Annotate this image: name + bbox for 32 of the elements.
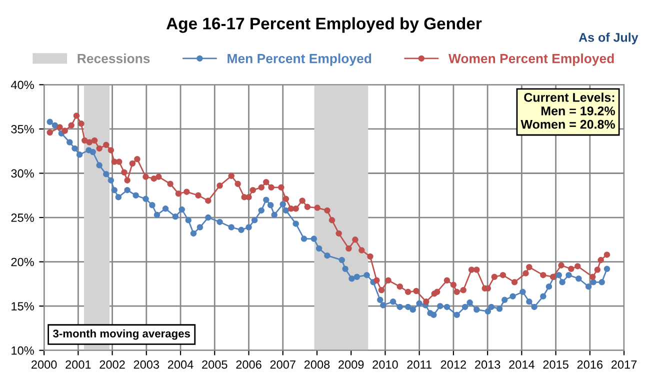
text: As of July	[578, 32, 638, 44]
x-tick-label: 2009	[338, 360, 364, 369]
x-tick-label: 2000	[32, 360, 57, 369]
x-tick-label: 2011	[407, 360, 432, 369]
legend-label: Men Percent Employed	[228, 54, 372, 66]
x-tick-label: 2001	[66, 360, 91, 369]
legend-label: Women Percent Employed	[448, 54, 614, 66]
x-tick-label: 2002	[100, 360, 125, 369]
x-tick-label: 2007	[270, 360, 296, 369]
annotation: Current Levels: Men = 19.2% Women = 20.8%	[520, 92, 615, 129]
x-tick-label: 2005	[202, 360, 228, 369]
x-tick-label: 2006	[236, 360, 262, 369]
x-tick-label: 2010	[372, 360, 398, 369]
x-tick-label: 2017	[611, 360, 637, 369]
x-tick-label: 2008	[304, 360, 330, 369]
x-tick-label: 2014	[509, 360, 534, 369]
y-tick-label: 10%	[12, 346, 34, 355]
x-tick-label: 2004	[168, 360, 194, 369]
x-tick-label: 2013	[475, 360, 500, 369]
chart-title: Age 16-17 Percent Employed by Gender	[166, 17, 482, 33]
x-tick-label: 2003	[134, 360, 160, 369]
y-tick-label: 20%	[11, 258, 34, 266]
legend-label: Recessions	[78, 54, 150, 64]
y-tick-label: 40%	[10, 80, 34, 90]
y-tick-label: 15%	[12, 302, 34, 310]
y-tick-label: 25%	[11, 214, 34, 222]
y-tick-label: 35%	[11, 125, 34, 134]
x-tick-label: 2015	[543, 360, 568, 369]
x-tick-label: 2016	[577, 360, 603, 369]
annotation: 3-month moving averages	[53, 329, 190, 340]
x-tick-label: 2012	[440, 360, 466, 369]
y-tick-label: 30%	[11, 169, 34, 178]
